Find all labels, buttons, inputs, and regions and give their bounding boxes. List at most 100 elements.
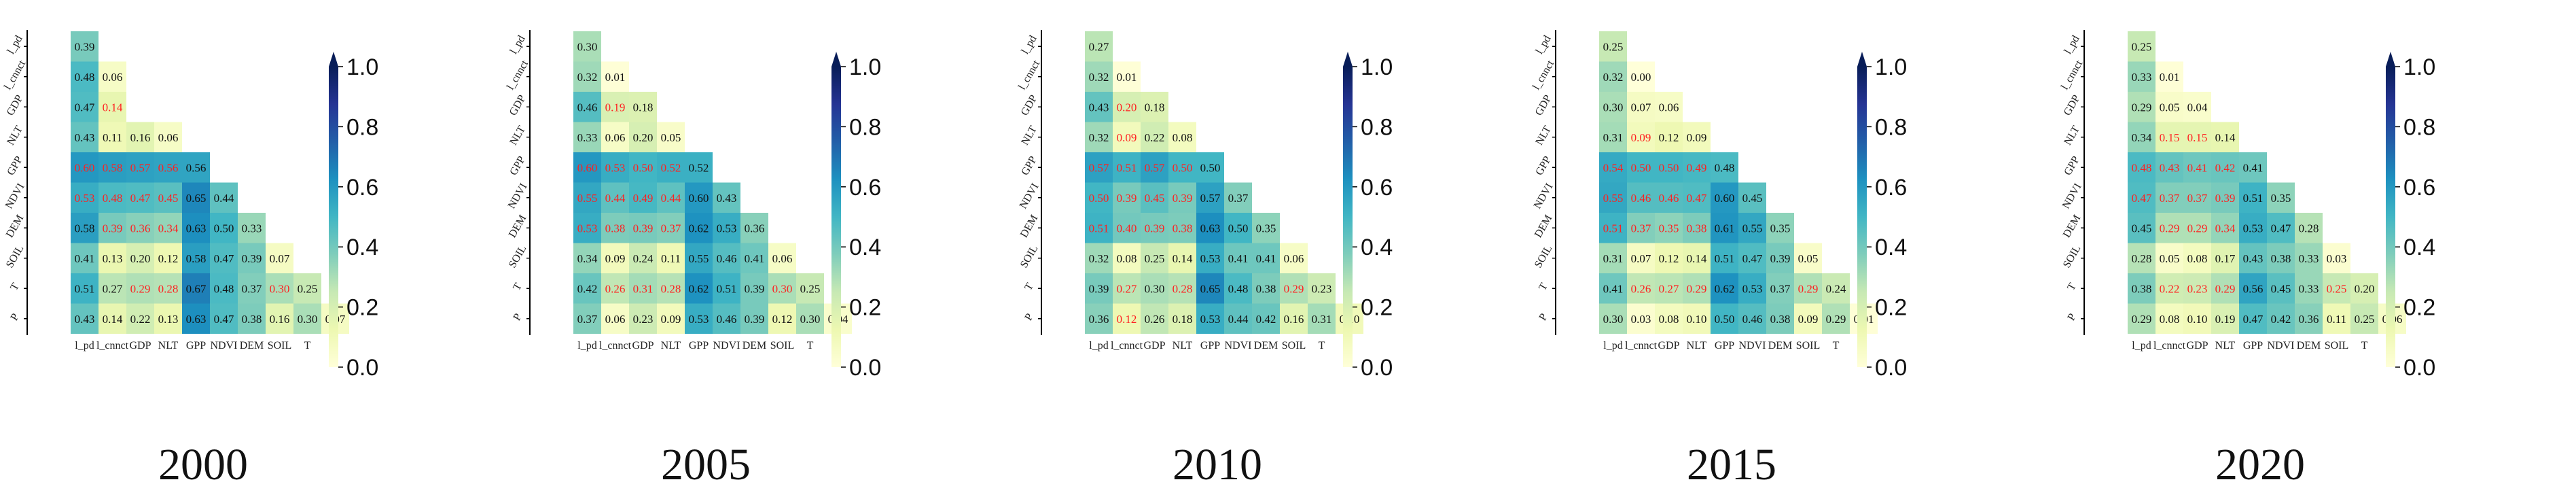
x-tick-label: l_pd <box>2132 340 2151 351</box>
cell-value: 0.50 <box>1173 161 1193 174</box>
heatmap-cell <box>657 273 685 304</box>
cell-value: 0.08 <box>2160 313 2180 326</box>
y-tick-label: NLT <box>5 124 25 147</box>
y-tick-label: T <box>1022 281 1036 292</box>
heatmap-cell <box>740 303 768 334</box>
heatmap-cell <box>238 243 266 273</box>
cell-value: 0.20 <box>1117 101 1137 114</box>
cell-value: 0.36 <box>745 222 765 235</box>
heatmap-cell <box>182 152 210 183</box>
heatmap-cell <box>573 152 601 183</box>
heatmap-cell <box>1113 303 1141 334</box>
x-tick-label: NDVI <box>713 340 740 351</box>
x-tick-label: T <box>1319 340 1325 351</box>
heatmap-cell <box>1711 243 1738 273</box>
heatmap-cell <box>99 182 126 213</box>
colorbar-tick-label: 0.0 <box>1361 355 1393 381</box>
heatmap-cell <box>601 243 629 273</box>
cell-value: 0.43 <box>75 131 95 144</box>
cell-value: 0.53 <box>1742 282 1763 295</box>
heatmap-cell <box>1683 243 1711 273</box>
cell-value: 0.19 <box>2215 313 2236 326</box>
heatmap-cell <box>601 92 629 122</box>
cell-value: 0.05 <box>2160 252 2180 265</box>
colorbar-tick-label: 0.0 <box>346 355 378 381</box>
heatmap-cell <box>210 303 238 334</box>
y-tick-label: GDP <box>2062 93 2083 118</box>
colorbar-tick-label: 0.6 <box>1875 175 1907 201</box>
heatmap-cell <box>238 273 266 304</box>
y-tick-label: l_cnnct <box>505 58 531 92</box>
x-tick-label: T <box>1833 340 1840 351</box>
heatmap-cell <box>1627 61 1655 92</box>
cell-value: 0.12 <box>1117 313 1137 326</box>
cell-value: 0.50 <box>1631 161 1651 174</box>
heatmap-cell <box>1711 182 1738 213</box>
cell-value: 0.60 <box>689 192 709 205</box>
y-tick-label: T <box>2065 281 2079 292</box>
heatmap-cell <box>2155 92 2183 122</box>
cell-value: 0.62 <box>1715 282 1735 295</box>
cell-value: 0.20 <box>2355 282 2375 295</box>
heatmap-cell <box>1113 61 1141 92</box>
heatmap-cell <box>573 31 601 62</box>
cell-value: 0.46 <box>1659 192 1679 205</box>
heatmap-cell <box>2350 303 2378 334</box>
x-tick-label: NDVI <box>211 340 238 351</box>
heatmap-cell <box>629 243 657 273</box>
heatmap-cell <box>1113 273 1141 304</box>
cell-value: 0.44 <box>605 192 626 205</box>
cell-value: 0.65 <box>1200 282 1221 295</box>
heatmap-cell <box>2128 213 2155 243</box>
heatmap-cell <box>1683 303 1711 334</box>
heatmap-cell <box>2155 182 2183 213</box>
cell-value: 0.46 <box>1742 313 1763 326</box>
x-tick-label: l_pd <box>1089 340 1108 351</box>
cell-value: 0.55 <box>1603 192 1624 205</box>
heatmap-cell <box>629 152 657 183</box>
heatmap-cell <box>2128 92 2155 122</box>
cell-value: 0.17 <box>2215 252 2236 265</box>
heatmap-cell <box>601 182 629 213</box>
cell-value: 0.53 <box>1200 313 1221 326</box>
cell-value: 0.48 <box>1228 282 1249 295</box>
colorbar-tick-label: 0.0 <box>849 355 881 381</box>
colorbar-tick-label: 0.2 <box>1361 295 1393 321</box>
y-tick-label: l_pd <box>2062 33 2082 56</box>
cell-value: 0.62 <box>689 282 709 295</box>
cell-value: 0.45 <box>2132 222 2152 235</box>
cell-value: 0.67 <box>186 282 207 295</box>
cell-value: 0.43 <box>2160 161 2180 174</box>
x-tick-label: NLT <box>158 340 179 351</box>
cell-value: 0.50 <box>633 161 654 174</box>
heatmap-cell <box>126 152 154 183</box>
y-tick-label: DEM <box>507 213 529 239</box>
y-tick-label: NDVI <box>1018 182 1041 211</box>
heatmap-cell <box>657 303 685 334</box>
heatmap-cell <box>1655 273 1683 304</box>
heatmap-cell <box>71 273 99 304</box>
y-tick-label: GDP <box>507 93 529 118</box>
x-tick-label: SOIL <box>770 340 795 351</box>
cell-value: 0.34 <box>2215 222 2236 235</box>
cell-value: 0.30 <box>1603 101 1624 114</box>
cell-value: 0.40 <box>1117 222 1137 235</box>
colorbar-tick-label: 0.8 <box>849 114 881 140</box>
cell-value: 0.06 <box>605 131 626 144</box>
heatmap-cell <box>126 122 154 152</box>
heatmap-cell <box>2211 273 2239 304</box>
cell-value: 0.29 <box>1284 282 1304 295</box>
cell-value: 0.09 <box>605 252 626 265</box>
heatmap-cell <box>2239 213 2267 243</box>
cell-value: 0.13 <box>158 313 179 326</box>
heatmap-cell <box>2155 273 2183 304</box>
heatmap-cell <box>2183 303 2211 334</box>
cell-value: 0.27 <box>103 282 123 295</box>
heatmap-cell <box>713 213 740 243</box>
cell-value: 0.31 <box>1603 131 1624 144</box>
heatmap-cell <box>2128 182 2155 213</box>
cell-value: 0.44 <box>214 192 234 205</box>
heatmap-cell <box>573 243 601 273</box>
heatmap-cell <box>126 243 154 273</box>
